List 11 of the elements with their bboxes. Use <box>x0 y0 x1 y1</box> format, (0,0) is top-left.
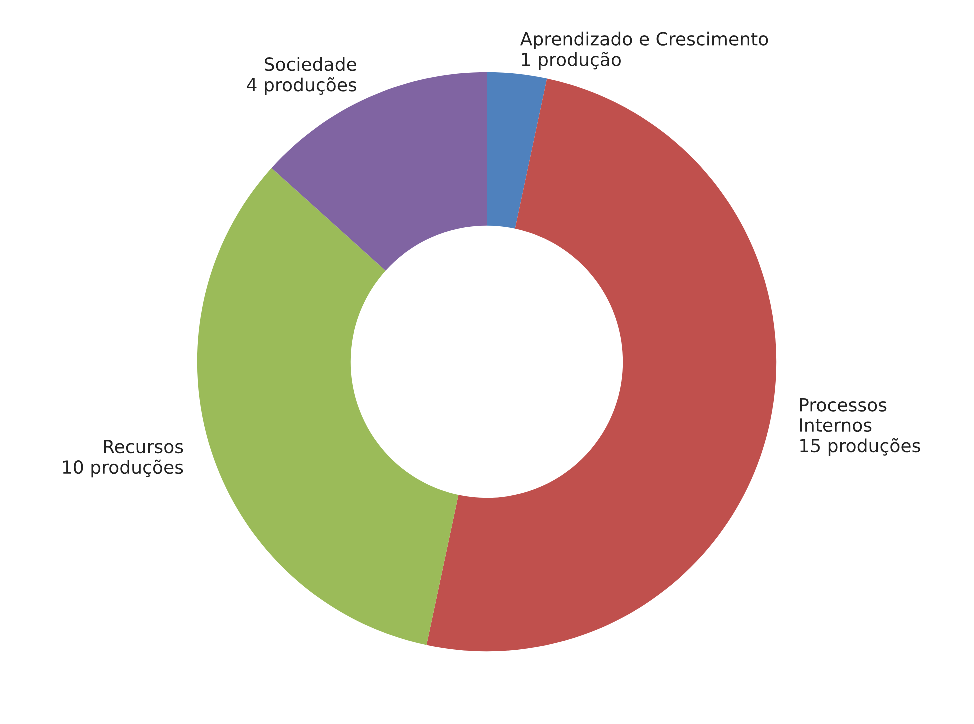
donut-slice <box>197 168 459 646</box>
slice-label: Sociedade <box>264 57 356 72</box>
data-label: 10 produções <box>63 460 184 478</box>
slice-label: Aprendizado e Crescimento <box>520 32 768 50</box>
data-label: 1 produção <box>522 52 622 70</box>
donut-slice <box>487 72 548 229</box>
slice-label: Recursos <box>104 440 184 454</box>
donut-slice <box>426 78 777 652</box>
data-label: 15 produções <box>800 438 920 456</box>
slice-label: Processos Internos <box>800 398 887 432</box>
data-label: 4 produções <box>247 78 357 96</box>
